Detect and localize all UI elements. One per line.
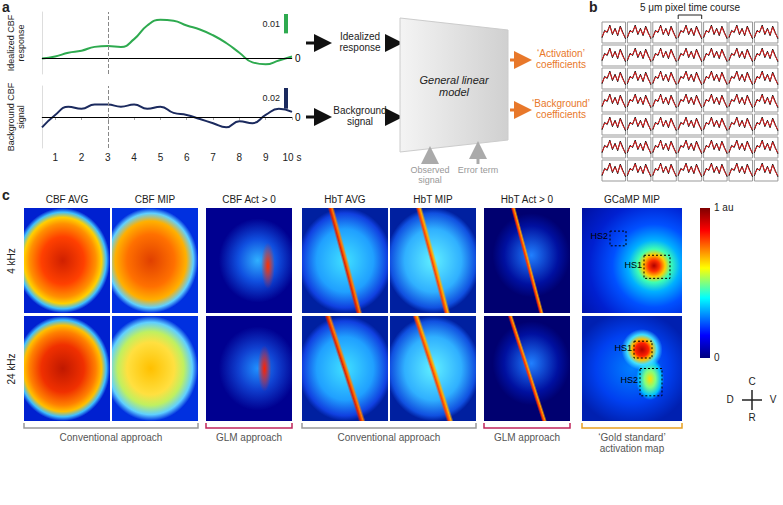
- svg-text:8: 8: [237, 152, 243, 163]
- html-text:c: c: [2, 187, 10, 203]
- html-text:0: 0: [714, 352, 720, 363]
- svg-text:5: 5: [158, 152, 164, 163]
- html-text:Background CBF signal: Background CBF signal: [6, 82, 26, 152]
- html-text:4 kHz: 4 kHz: [6, 247, 17, 274]
- html-text:CBF MIP: CBF MIP: [134, 194, 176, 205]
- svg-text:0: 0: [295, 53, 301, 64]
- svg-text:0.01: 0.01: [262, 19, 280, 29]
- html-text:1 au: 1 au: [714, 202, 734, 213]
- html-text:HbT MIP: HbT MIP: [413, 194, 453, 205]
- svg-text:7: 7: [210, 152, 216, 163]
- svg-text:9: 9: [263, 152, 269, 163]
- svg-text:1: 1: [52, 152, 58, 163]
- html-text:V: V: [769, 394, 777, 405]
- svg-text:0: 0: [295, 112, 301, 123]
- html-text:Background signal: Background signal: [333, 105, 387, 127]
- html-text:General linear model: General linear model: [419, 74, 489, 99]
- html-text:HS2: HS2: [590, 231, 608, 242]
- svg-text:2: 2: [79, 152, 85, 163]
- svg-text:6: 6: [184, 152, 190, 163]
- html-text:HbT AVG: HbT AVG: [324, 194, 366, 205]
- html-text:HS1: HS1: [614, 342, 632, 353]
- html-text:Idealized response: Idealized response: [339, 31, 381, 53]
- html-text:‘Gold standard’ activation map: ‘Gold standard’ activation map: [598, 432, 666, 454]
- html-text:GCaMP MIP: GCaMP MIP: [604, 194, 660, 205]
- html-text:Conventional approach: Conventional approach: [59, 432, 163, 443]
- svg-text:10 s: 10 s: [283, 152, 302, 163]
- html-text:HbT Act > 0: HbT Act > 0: [500, 194, 554, 205]
- html-text:5 μm pixel time course: 5 μm pixel time course: [639, 2, 741, 13]
- html-text:b: b: [589, 0, 598, 15]
- html-text:24 kHz: 24 kHz: [6, 352, 17, 385]
- html-text:Conventional approach: Conventional approach: [337, 432, 441, 443]
- html-text:GLM approach: GLM approach: [493, 432, 561, 443]
- html-text:C: C: [748, 376, 756, 387]
- html-text:HS2: HS2: [620, 375, 638, 386]
- svg-text:4: 4: [131, 152, 137, 163]
- html-text:‘Background’ coefficients: ‘Background’ coefficients: [532, 98, 590, 120]
- html-text:CBF AVG: CBF AVG: [45, 194, 89, 205]
- html-text:R: R: [748, 412, 756, 423]
- html-text:GLM approach: GLM approach: [215, 432, 283, 443]
- html-text:‘Activation’ coefficients: ‘Activation’ coefficients: [536, 48, 586, 70]
- html-text:Idealized CBF response: Idealized CBF response: [6, 14, 26, 72]
- html-text:a: a: [2, 0, 10, 15]
- html-text:CBF Act > 0: CBF Act > 0: [222, 194, 276, 205]
- svg-text:0.02: 0.02: [262, 93, 280, 103]
- html-text:D: D: [726, 394, 734, 405]
- html-text:HS1: HS1: [624, 259, 642, 270]
- html-text:Error term: Error term: [457, 165, 499, 175]
- html-text:Observed signal: Observed signal: [410, 165, 450, 185]
- svg-text:3: 3: [105, 152, 111, 163]
